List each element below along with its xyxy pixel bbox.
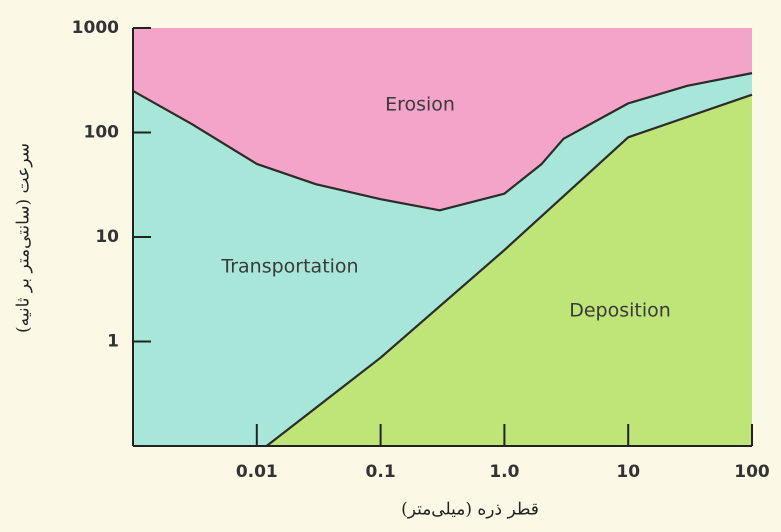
- y-tick-label: 1: [107, 332, 119, 352]
- boundary-line: [265, 93, 753, 447]
- region-label: Transportation: [220, 256, 358, 278]
- y-tick-label: 1000: [72, 18, 119, 38]
- x-tick-label: 100: [734, 462, 770, 482]
- boundary-line: [132, 72, 753, 212]
- region-label: Deposition: [569, 300, 671, 322]
- x-tick-label: 1.0: [489, 462, 519, 482]
- x-tick-label: 0.1: [366, 462, 396, 482]
- region-label: Erosion: [385, 94, 455, 116]
- x-tick-label: 10: [616, 462, 640, 482]
- y-axis-label: سرعت (سانتی‌متر بر ثانیه): [14, 143, 34, 333]
- y-tick-label: 100: [84, 123, 120, 143]
- x-axis-label: قطر ذره (میلی‌متر): [401, 500, 539, 520]
- region-fill: [266, 94, 752, 447]
- x-tick-label: 0.01: [236, 462, 278, 482]
- y-tick-label: 10: [95, 227, 119, 247]
